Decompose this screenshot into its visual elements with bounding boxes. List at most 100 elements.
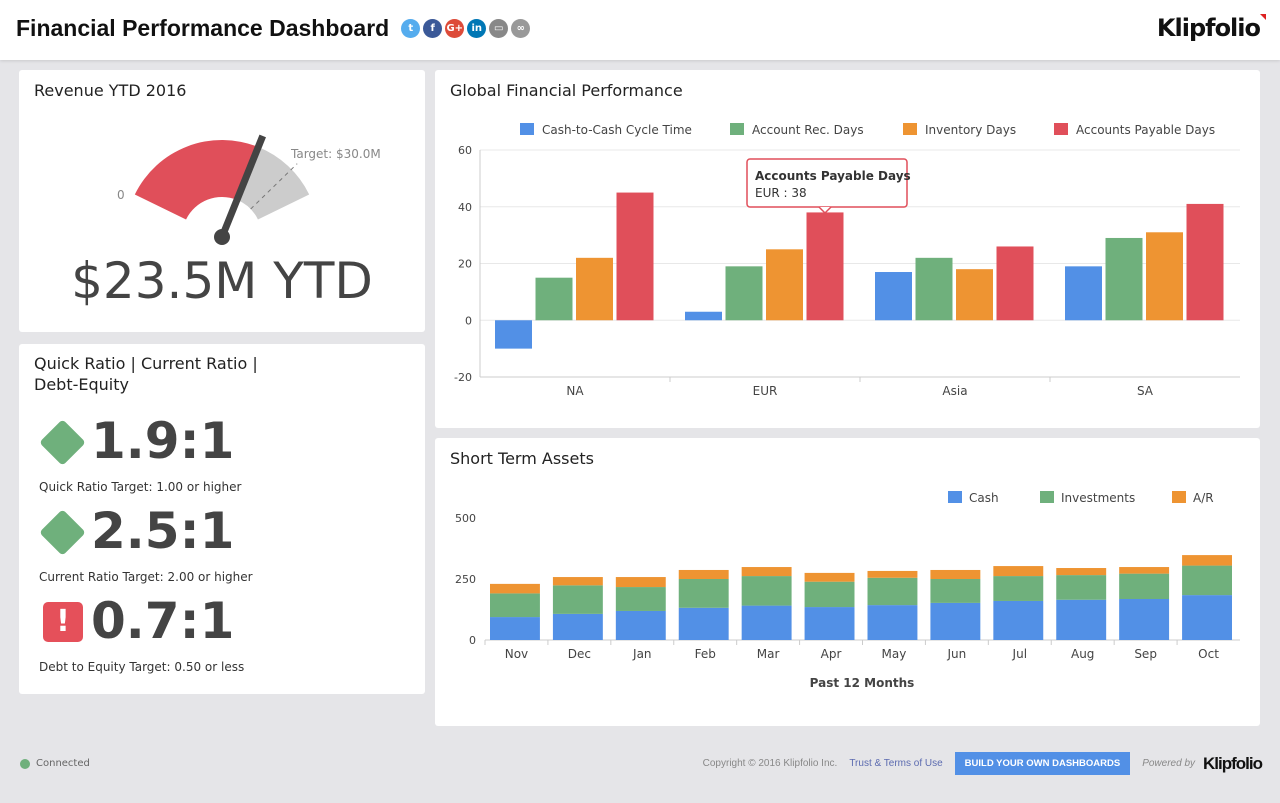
revenue-gauge: 0 Target: $30.0M bbox=[117, 134, 381, 245]
legend-swatch bbox=[948, 491, 962, 503]
x-tick-label: Asia bbox=[942, 384, 967, 398]
stacked-bar-segment bbox=[678, 569, 729, 579]
x-tick-label: NA bbox=[566, 384, 584, 398]
link-icon[interactable]: ∞ bbox=[511, 19, 531, 38]
global-performance-card: Global Financial Performance Cash-to-Cas… bbox=[435, 70, 1260, 428]
tooltip-pointer bbox=[818, 206, 832, 215]
bar bbox=[956, 269, 993, 321]
x-tick-label: Mar bbox=[757, 647, 780, 661]
bar bbox=[1065, 266, 1102, 321]
card-title: Revenue YTD 2016 bbox=[34, 81, 187, 100]
stacked-bar-segment bbox=[804, 572, 855, 582]
stacked-bar-segment bbox=[1056, 568, 1107, 576]
facebook-icon[interactable]: f bbox=[423, 19, 443, 38]
ratio-label: Debt to Equity Target: 0.50 or less bbox=[39, 660, 245, 674]
x-tick-label: Jan bbox=[632, 647, 652, 661]
legend-label: Inventory Days bbox=[925, 123, 1016, 137]
build-dashboards-button[interactable]: BUILD YOUR OWN DASHBOARDS bbox=[954, 752, 1131, 775]
bar bbox=[495, 320, 532, 349]
stacked-bar-segment bbox=[867, 577, 918, 606]
legend-label: Investments bbox=[1061, 491, 1135, 505]
gauge-needle-hub bbox=[214, 229, 230, 245]
ratio-value: 0.7:1 bbox=[91, 592, 235, 650]
bar bbox=[806, 212, 844, 321]
social-share-bar: t f G+ in ▭ ∞ bbox=[401, 19, 531, 38]
stacked-bar-segment bbox=[490, 593, 540, 618]
status-dot-icon bbox=[20, 758, 30, 769]
x-tick-label: Jun bbox=[947, 647, 967, 661]
stacked-bar-segment bbox=[1119, 599, 1170, 640]
google-plus-icon[interactable]: G+ bbox=[445, 19, 465, 38]
bar bbox=[725, 266, 763, 321]
status-text: Connected bbox=[36, 758, 90, 769]
stacked-bar-segment bbox=[552, 585, 603, 614]
ratio-value: 2.5:1 bbox=[91, 502, 235, 560]
header-title-row: Financial Performance Dashboard t f G+ in ▭ ∞ bbox=[16, 15, 531, 42]
bar bbox=[915, 257, 953, 321]
x-tick-label: Aug bbox=[1071, 647, 1094, 661]
card-title: Quick Ratio | Current Ratio | Debt-Equit… bbox=[34, 354, 258, 394]
gauge-min-label: 0 bbox=[117, 188, 125, 202]
gauge-remaining-arc bbox=[236, 147, 310, 220]
x-tick-label: Sep bbox=[1134, 647, 1157, 661]
legend-label: Accounts Payable Days bbox=[1076, 123, 1215, 137]
stacked-bar-segment bbox=[1182, 565, 1232, 596]
stacked-bar-segment bbox=[804, 607, 855, 640]
ratio-value: 1.9:1 bbox=[91, 412, 235, 470]
gauge-value-arc bbox=[134, 140, 259, 220]
x-tick-label: SA bbox=[1137, 384, 1154, 398]
y-tick-label: 250 bbox=[455, 573, 476, 586]
legend-swatch bbox=[1054, 123, 1068, 135]
x-tick-label: Feb bbox=[695, 647, 716, 661]
bar bbox=[996, 246, 1034, 321]
embed-icon[interactable]: ▭ bbox=[489, 19, 509, 38]
stacked-bar-segment bbox=[678, 579, 729, 608]
short-term-assets-card: Short Term Assets Cash Investments A/R 0 250… bbox=[435, 438, 1260, 726]
legend-label: Account Rec. Days bbox=[752, 123, 864, 137]
tooltip-text: EUR : 38 bbox=[755, 186, 807, 200]
stacked-bar-segment bbox=[867, 570, 918, 578]
stacked-bar-segment bbox=[741, 567, 792, 577]
legend-swatch bbox=[1040, 491, 1054, 503]
stacked-bar-segment bbox=[615, 587, 666, 611]
legend-swatch bbox=[730, 123, 744, 135]
x-tick-label: Dec bbox=[568, 647, 591, 661]
stacked-bar-segment bbox=[1119, 567, 1170, 574]
twitter-icon[interactable]: t bbox=[401, 19, 421, 38]
stacked-bar-segment bbox=[930, 579, 981, 603]
stacked-bar-segment bbox=[741, 576, 792, 606]
stacked-bar-segment bbox=[490, 583, 540, 594]
y-tick-label: 0 bbox=[469, 634, 476, 647]
stacked-bar-segment bbox=[552, 577, 603, 586]
stacked-bar-segment bbox=[1056, 575, 1107, 600]
gauge-target-marker bbox=[250, 163, 298, 210]
ratios-card: Quick Ratio | Current Ratio | Debt-Equit… bbox=[19, 344, 425, 694]
stacked-bar-segment bbox=[678, 607, 729, 640]
bar bbox=[1146, 232, 1183, 321]
bar bbox=[576, 257, 613, 321]
terms-link[interactable]: Trust & Terms of Use bbox=[849, 758, 943, 769]
legend-swatch bbox=[520, 123, 534, 135]
page-title: Financial Performance Dashboard bbox=[16, 15, 390, 41]
footer-logo[interactable]: Klipfolio bbox=[1203, 753, 1263, 773]
stacked-bar-segment bbox=[867, 605, 918, 640]
bar bbox=[535, 277, 573, 321]
tooltip-title: Accounts Payable Days bbox=[755, 169, 911, 183]
legend-swatch bbox=[903, 123, 917, 135]
stacked-bar-segment bbox=[993, 576, 1044, 601]
ratio-label: Quick Ratio Target: 1.00 or higher bbox=[39, 480, 242, 494]
x-tick-label: May bbox=[882, 647, 907, 661]
y-tick-label: 0 bbox=[465, 314, 472, 327]
stacked-bar-segment bbox=[615, 577, 666, 588]
linkedin-icon[interactable]: in bbox=[467, 19, 487, 38]
stacked-bar-segment bbox=[1056, 599, 1107, 640]
y-tick-label: 500 bbox=[455, 512, 476, 525]
bar bbox=[616, 192, 654, 321]
ratio-label: Current Ratio Target: 2.00 or higher bbox=[39, 570, 253, 584]
y-tick-label: -20 bbox=[454, 371, 472, 384]
legend-swatch bbox=[1172, 491, 1186, 503]
klipfolio-logo[interactable]: Klipfolio bbox=[1156, 14, 1267, 42]
good-diamond-icon bbox=[39, 419, 86, 466]
gauge-needle bbox=[218, 134, 266, 239]
good-diamond-icon bbox=[39, 509, 86, 556]
